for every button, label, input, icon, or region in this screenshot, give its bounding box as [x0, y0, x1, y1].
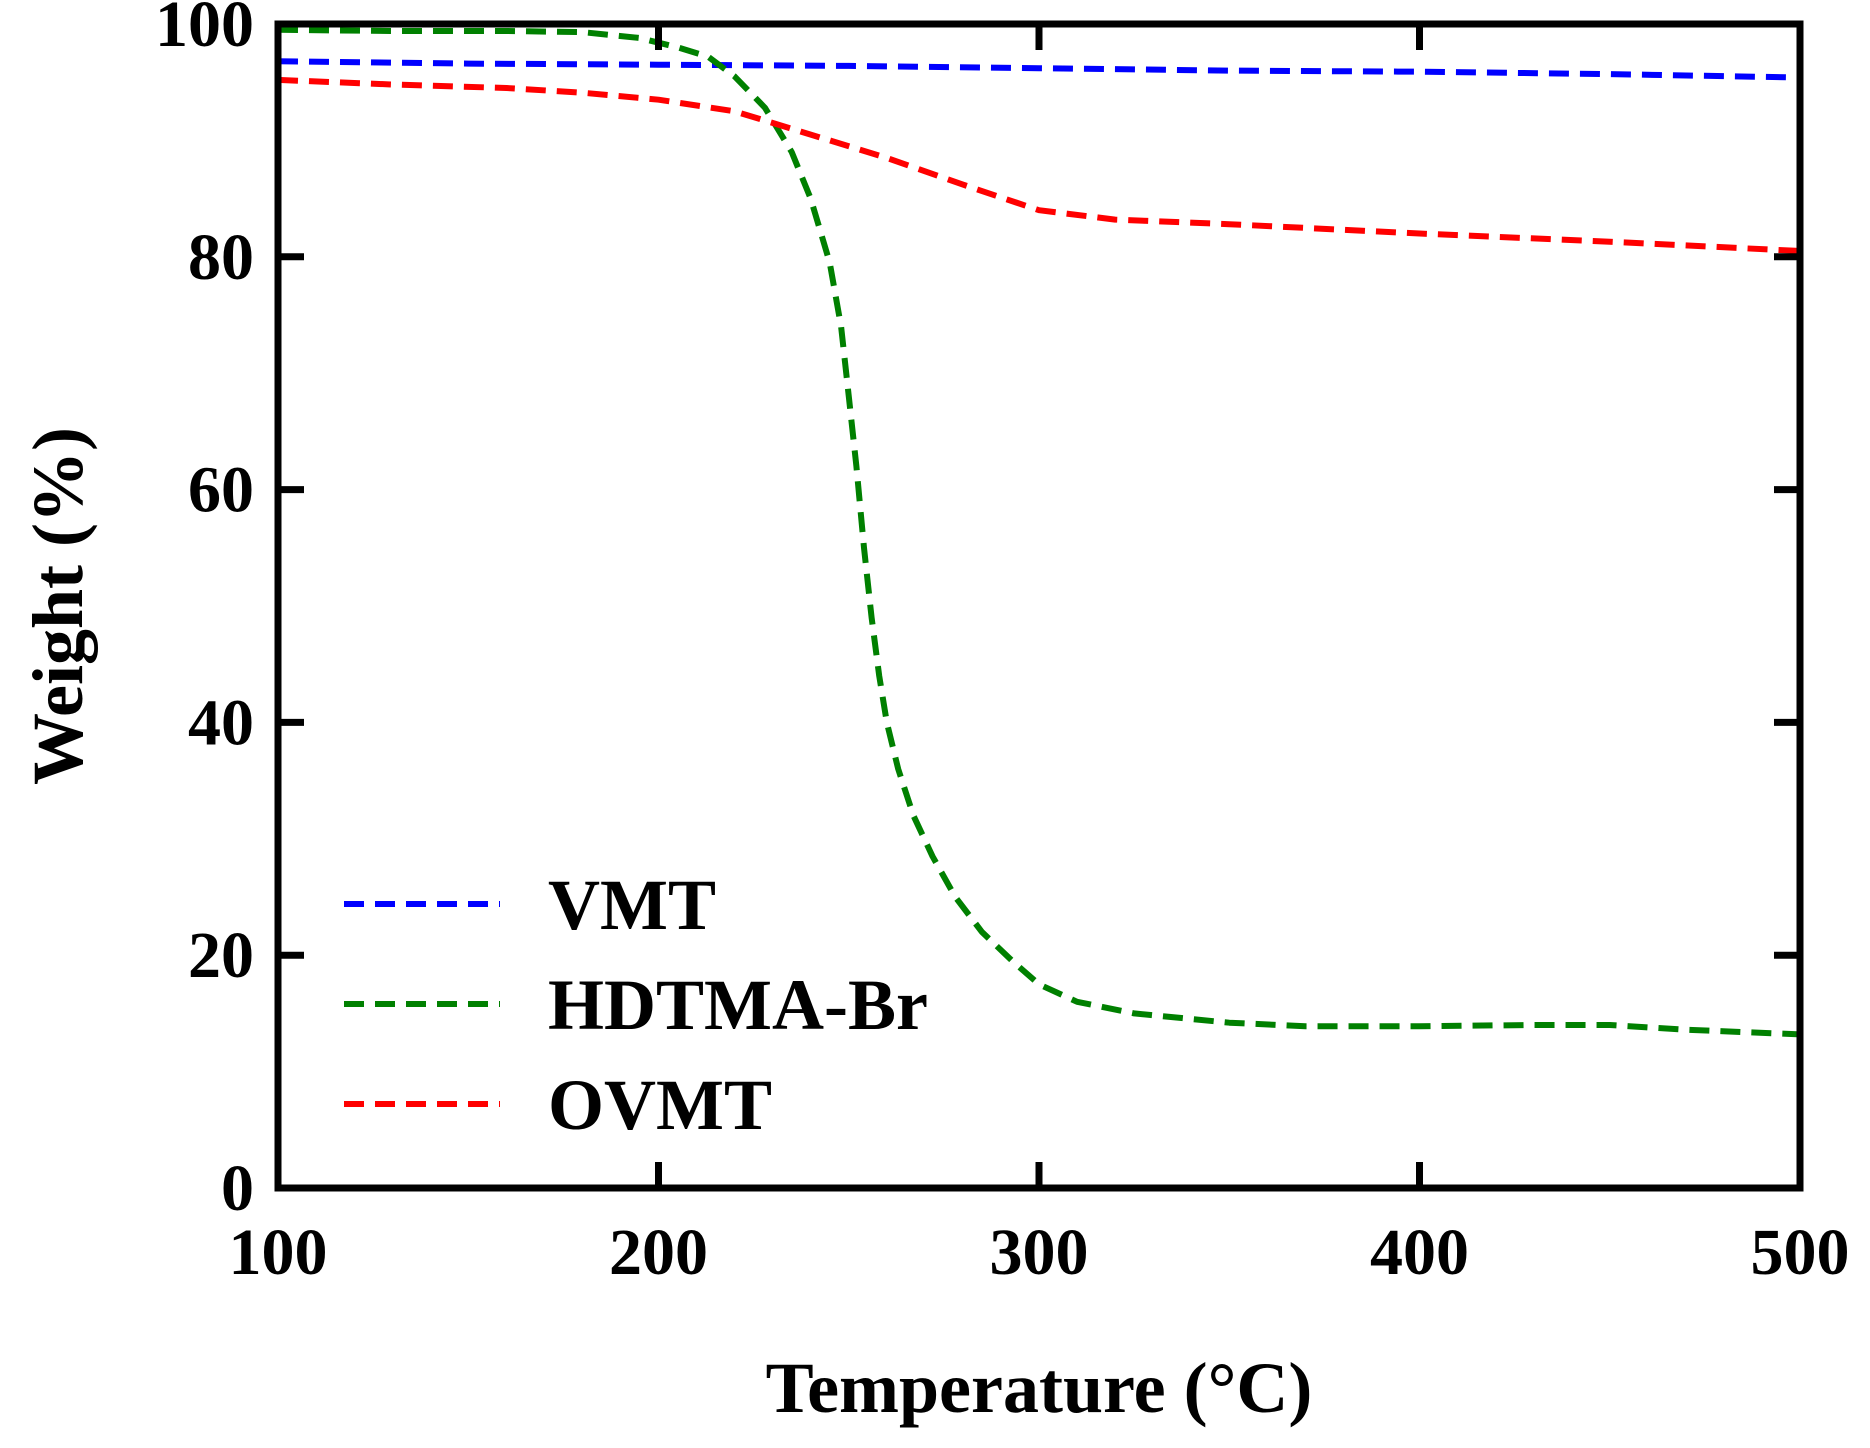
series-line-hdtma-br: [277, 26, 1801, 1038]
y-tick-label: 100: [155, 0, 254, 61]
series-line-vmt: [277, 58, 1801, 81]
series-layer: [277, 26, 1801, 1038]
y-tick-label: 0: [221, 1152, 254, 1225]
y-tick-label: 80: [188, 221, 254, 294]
x-tick-label: 500: [1751, 1216, 1850, 1289]
y-tick-label: 40: [188, 686, 254, 759]
y-axis-title: Weight (%): [18, 427, 98, 785]
x-tick-label: 400: [1370, 1216, 1469, 1289]
legend: VMT HDTMA-Br OVMT: [344, 865, 928, 1145]
x-tick-label: 300: [990, 1216, 1089, 1289]
y-tick-label: 20: [188, 919, 254, 992]
ticks-layer: 100 200 300 400 500 0 20 40 60 80 100: [155, 0, 1850, 1289]
x-tick-label: 200: [609, 1216, 708, 1289]
series-line-ovmt: [277, 76, 1801, 254]
legend-label-vmt: VMT: [548, 865, 716, 945]
legend-label-ovmt: OVMT: [548, 1065, 772, 1145]
plot-frame: [274, 20, 1804, 1192]
x-tick-label: 100: [229, 1216, 328, 1289]
legend-label-hdtma-br: HDTMA-Br: [548, 965, 928, 1045]
y-tick-label: 60: [188, 454, 254, 527]
x-axis-title: Temperature (°C): [766, 1348, 1313, 1428]
